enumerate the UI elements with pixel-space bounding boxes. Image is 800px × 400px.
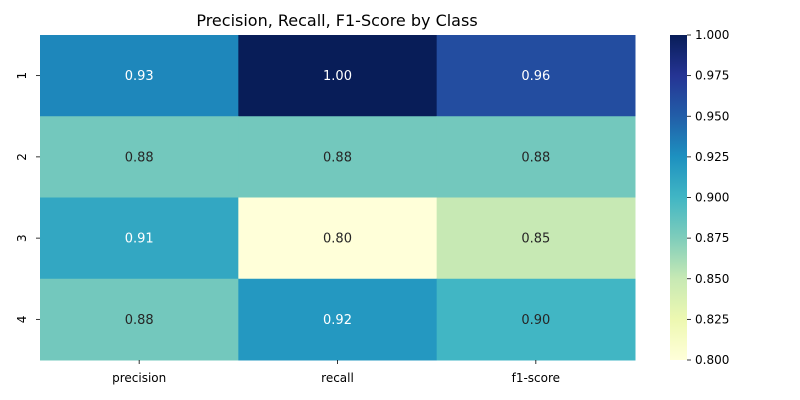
cell-value-label: 1.00 xyxy=(323,69,352,84)
heatmap-cell xyxy=(436,35,636,117)
y-tick-label: 1 xyxy=(15,72,29,80)
cell-value-label: 0.85 xyxy=(521,232,550,247)
colorbar-tick-label: 0.925 xyxy=(695,150,729,164)
heatmap-cell xyxy=(40,197,239,280)
heatmap-cell xyxy=(40,35,239,117)
cell-value-label: 0.88 xyxy=(125,150,154,165)
colorbar: 0.800 0.825 0.850 0.875 0.900 0.925 0.950 0.975… xyxy=(670,28,729,367)
y-tick-label: 2 xyxy=(15,153,29,161)
x-tick-label: precision xyxy=(112,371,166,385)
heatmap-cell xyxy=(40,116,239,198)
chart-title: Precision, Recall, F1-Score by Class xyxy=(196,11,477,30)
colorbar-tick-label: 0.875 xyxy=(695,231,729,245)
cell-value-label: 0.93 xyxy=(125,69,154,84)
heatmap-cell xyxy=(40,278,239,361)
heatmap-cell xyxy=(238,197,438,280)
heatmap-cells: 0.93 1.00 0.96 0.88 0.88 0.88 0.91 0.80 0.85 0.88… xyxy=(40,35,636,361)
heatmap-cell xyxy=(238,35,438,117)
cell-value-label: 0.80 xyxy=(323,232,352,247)
cell-value-label: 0.96 xyxy=(521,69,550,84)
cell-value-label: 0.92 xyxy=(323,313,352,328)
x-axis: precision recall f1-score xyxy=(112,360,560,385)
heatmap-cell xyxy=(436,116,636,198)
x-tick-label: f1-score xyxy=(512,371,560,385)
y-tick-label: 3 xyxy=(15,234,29,242)
colorbar-tick-label: 1.000 xyxy=(695,28,729,42)
heatmap-cell xyxy=(436,197,636,280)
cell-value-label: 0.88 xyxy=(521,150,550,165)
heatmap-cell xyxy=(436,278,636,361)
colorbar-tick-label: 0.975 xyxy=(695,69,729,83)
y-tick-label: 4 xyxy=(15,316,29,324)
colorbar-tick-label: 0.825 xyxy=(695,312,729,326)
colorbar-gradient xyxy=(670,35,687,360)
heatmap-cell xyxy=(238,278,438,361)
colorbar-tick-label: 0.800 xyxy=(695,353,729,367)
cell-value-label: 0.91 xyxy=(125,232,154,247)
cell-value-label: 0.88 xyxy=(125,313,154,328)
cell-value-label: 0.90 xyxy=(521,313,550,328)
y-axis: 1 2 3 4 xyxy=(15,72,40,323)
cell-value-label: 0.88 xyxy=(323,150,352,165)
heatmap-cell xyxy=(238,116,438,198)
colorbar-tick-label: 0.950 xyxy=(695,109,729,123)
x-tick-label: recall xyxy=(321,371,354,385)
colorbar-tick-label: 0.900 xyxy=(695,191,729,205)
colorbar-tick-label: 0.850 xyxy=(695,272,729,286)
